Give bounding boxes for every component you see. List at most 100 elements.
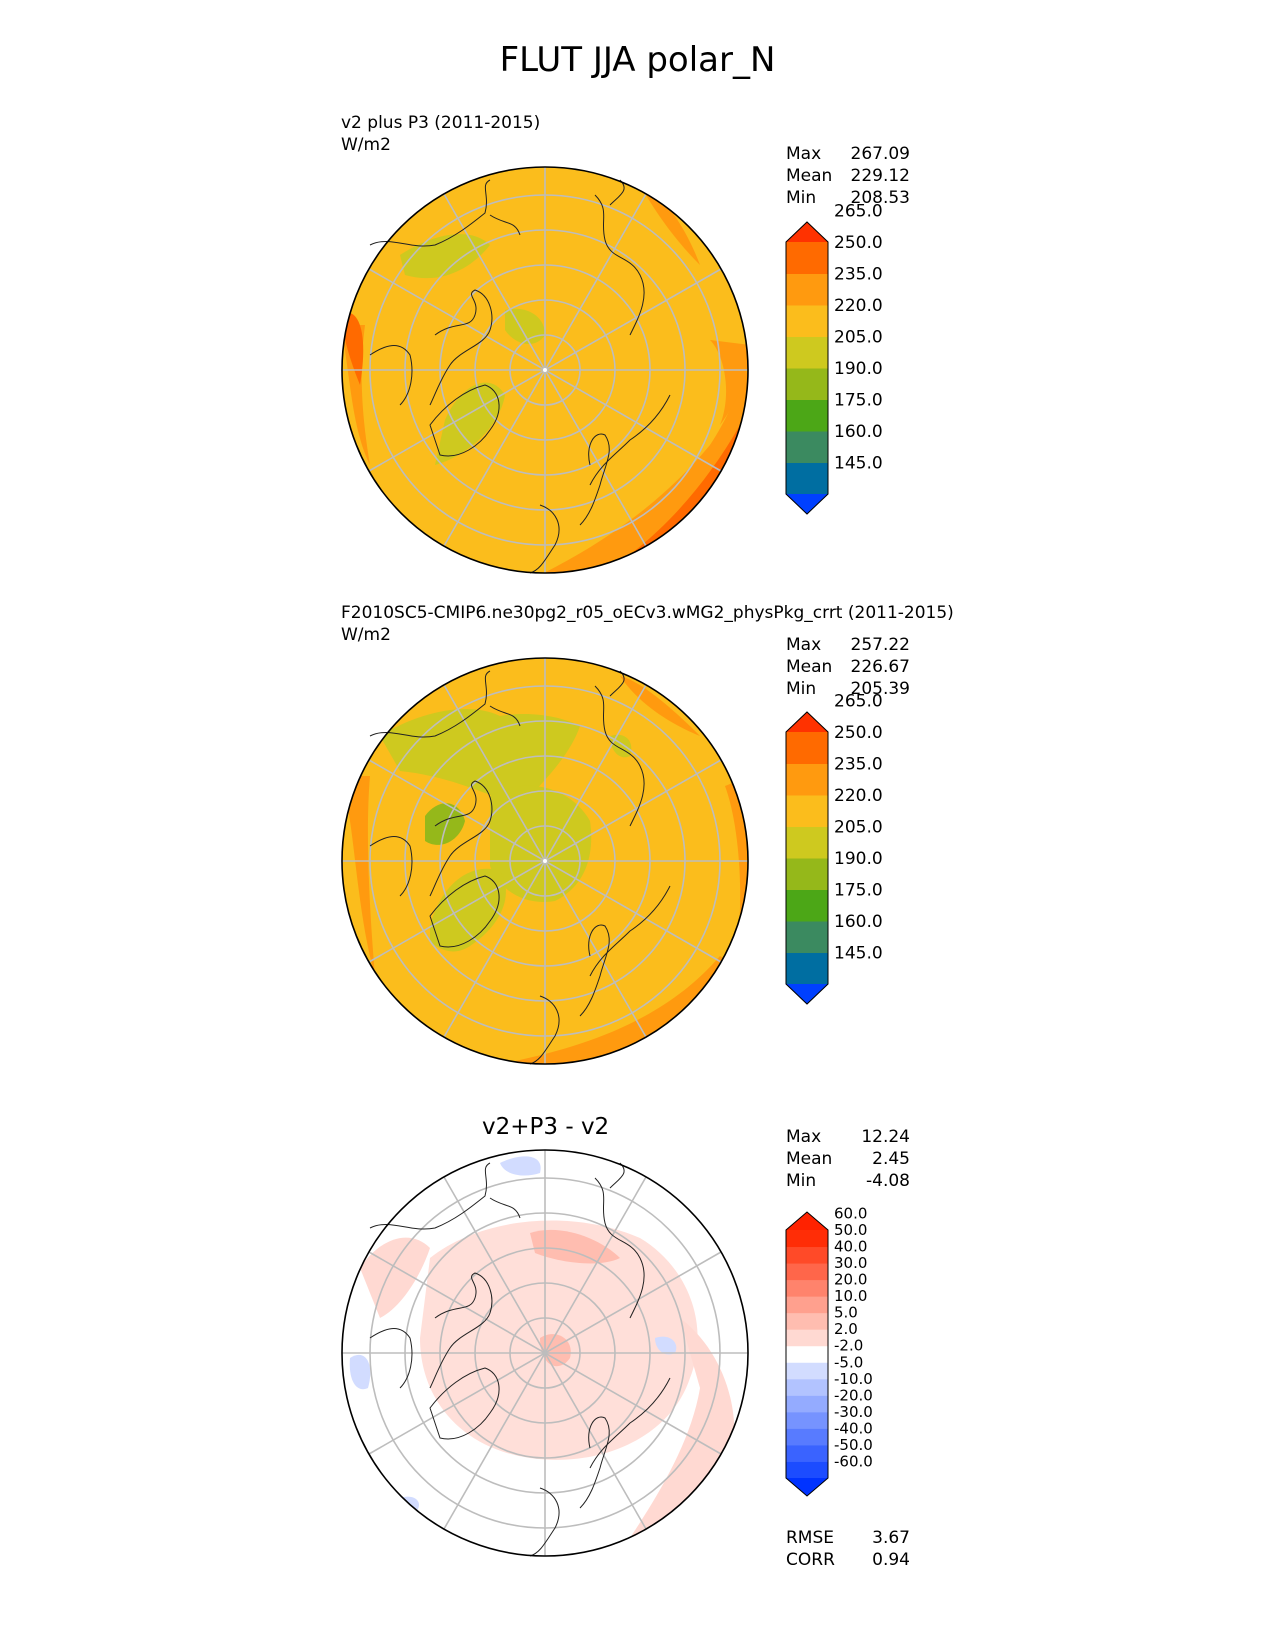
figure-title: FLUT JJA polar_N: [499, 40, 776, 80]
panel1-max-label: Max: [786, 144, 822, 164]
panel3-polar-map: [341, 1149, 749, 1557]
colorbar-segment: [786, 1246, 828, 1264]
panel2-colorbar-ticks: 145.0 160.0 175.0 190.0 205.0 220.0 235.0 250.0…: [834, 692, 883, 964]
panel3-mean-value: 2.45: [872, 1149, 910, 1169]
panel3-colorbar: -60.0-50.0-40.0-30.0-20.0-10.0-5.0-2.02.…: [785, 1204, 873, 1497]
colorbar-tick-label: 175.0: [834, 881, 883, 901]
colorbar-segment: [786, 1461, 828, 1479]
panel3-metrics: RMSE 3.67 CORR 0.94: [786, 1527, 910, 1571]
panel1-north-pole: [543, 368, 547, 372]
panel2-polar-map: [341, 657, 749, 1065]
panel2-mean-label: Mean: [786, 657, 833, 677]
panel3-region-siberia-strong: [530, 1229, 620, 1264]
panel1-max-value: 267.09: [850, 144, 910, 164]
colorbar-extension-min: [786, 984, 828, 1004]
colorbar-tick-label: 20.0: [834, 1271, 867, 1289]
panel2-colorbar: 145.0 160.0 175.0 190.0 205.0 220.0 235.0 250.0…: [785, 692, 883, 1005]
panel2-map-boundary: [341, 657, 749, 1065]
colorbar-tick-label: 10.0: [834, 1287, 867, 1305]
colorbar-tick-label: 145.0: [834, 944, 883, 964]
panel1-region-east-rim: [710, 340, 748, 425]
panel1-units: W/m2: [341, 135, 391, 155]
colorbar-tick-label: 30.0: [834, 1254, 867, 1272]
panel3-region-sw-negative: [399, 1496, 420, 1514]
panel3-corr-value: 0.94: [872, 1550, 910, 1570]
colorbar-segment: [786, 1428, 828, 1446]
colorbar-segment: [786, 1279, 828, 1297]
panel1-min-value: 208.53: [850, 188, 910, 208]
panel3-map-boundary: [341, 1149, 749, 1557]
panel1-mean-value: 229.12: [850, 166, 910, 186]
colorbar-tick-label: 265.0: [834, 692, 883, 712]
colorbar-tick-label: 205.0: [834, 328, 883, 348]
colorbar-segment: [786, 399, 828, 432]
colorbar-segment: [786, 921, 828, 953]
colorbar-segment: [786, 1444, 828, 1462]
colorbar-extension-min: [786, 494, 828, 514]
colorbar-tick-label: 250.0: [834, 723, 883, 743]
panel2-region-ne-warm: [620, 676, 700, 736]
panel3-rmse-value: 3.67: [872, 1528, 910, 1548]
colorbar-tick-label: 50.0: [834, 1221, 867, 1239]
colorbar-tick-label: 160.0: [834, 422, 883, 442]
colorbar-tick-label: -20.0: [834, 1386, 873, 1404]
panel3-region-west-negative: [349, 1354, 371, 1390]
panel2-region-archipelago: [425, 803, 465, 845]
colorbar-tick-label: 220.0: [834, 296, 883, 316]
colorbar-segment: [786, 273, 828, 306]
colorbar-segment: [786, 858, 828, 890]
panel1-colorbar: 145.0 160.0 175.0 190.0 205.0 220.0 235.0 250.0…: [785, 202, 883, 515]
colorbar-segment: [786, 305, 828, 337]
panel2-mean-value: 226.67: [850, 657, 910, 677]
panel1-min-label: Min: [786, 188, 817, 208]
colorbar-segment: [786, 462, 828, 495]
colorbar-outline: [785, 711, 829, 1005]
panel3-min-label: Min: [786, 1171, 817, 1191]
colorbar-outline: [785, 1211, 829, 1497]
panel1-map-boundary: [341, 166, 749, 574]
panel1-region-ne-warm: [640, 185, 700, 265]
colorbar-tick-label: 2.0: [834, 1320, 858, 1338]
colorbar-tick-label: -5.0: [834, 1353, 863, 1371]
colorbar-segment: [786, 1312, 828, 1330]
panel1-title: v2 plus P3 (2011-2015): [341, 113, 541, 133]
colorbar-tick-label: -40.0: [834, 1419, 873, 1437]
colorbar-segment: [786, 1329, 828, 1347]
colorbar-tick-label: 145.0: [834, 454, 883, 474]
colorbar-segment: [786, 1296, 828, 1314]
colorbar-segment: [786, 1395, 828, 1413]
colorbar-segment: [786, 368, 828, 400]
colorbar-segment: [786, 732, 828, 764]
colorbar-segment: [786, 1362, 828, 1380]
colorbar-segment: [786, 1378, 828, 1396]
panel2-region-siberia-cool: [380, 708, 580, 806]
colorbar-tick-label: -2.0: [834, 1337, 863, 1355]
colorbar-tick-label: 190.0: [834, 359, 883, 379]
panel3-min-value: -4.08: [866, 1171, 910, 1191]
panel3-max-value: 12.24: [861, 1127, 910, 1147]
panel2-max-label: Max: [786, 635, 822, 655]
colorbar-tick-label: 60.0: [834, 1204, 867, 1222]
colorbar-extension-max: [786, 222, 828, 242]
colorbar-tick-label: 205.0: [834, 818, 883, 838]
colorbar-segment: [786, 1230, 828, 1248]
colorbar-tick-label: -30.0: [834, 1403, 873, 1421]
colorbar-tick-label: 235.0: [834, 265, 883, 285]
colorbar-extension-min: [786, 1478, 828, 1496]
colorbar-tick-label: 40.0: [834, 1238, 867, 1256]
colorbar-segment: [786, 889, 828, 922]
panel3-coastlines: [369, 1162, 671, 1557]
panel1-region-west-rim: [342, 325, 370, 465]
panel2-max-value: 257.22: [850, 635, 910, 655]
panel2-region-greenland-cool: [430, 868, 506, 952]
colorbar-tick-label: 175.0: [834, 391, 883, 411]
panel1-polar-map: [341, 166, 749, 574]
panel3-colorbar-ticks: -60.0-50.0-40.0-30.0-20.0-10.0-5.0-2.02.…: [834, 1204, 873, 1470]
colorbar-tick-label: -10.0: [834, 1370, 873, 1388]
panel2-north-pole: [543, 859, 547, 863]
panel2-colorbar-segments: [785, 711, 829, 1005]
colorbar-segment: [786, 952, 828, 985]
panel1-coastlines: [369, 179, 671, 574]
colorbar-segment: [786, 1263, 828, 1281]
colorbar-outline: [785, 221, 829, 515]
